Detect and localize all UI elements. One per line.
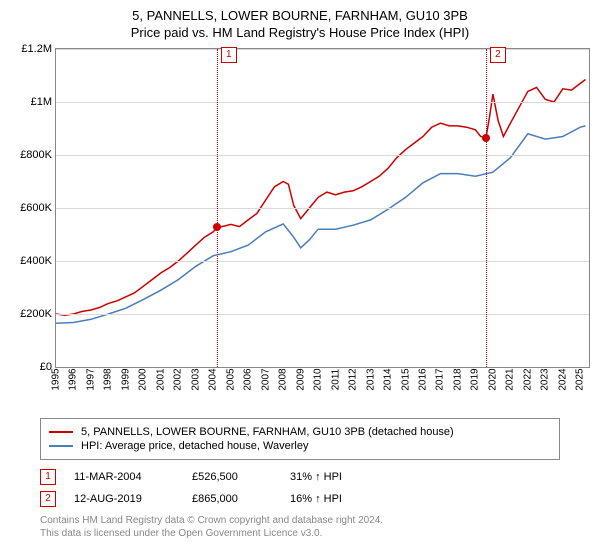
reference-badge: 1 xyxy=(221,47,237,63)
gridline-h xyxy=(56,102,589,103)
events-table: 1 11-MAR-2004 £526,500 31% ↑ HPI 2 12-AUG-201… xyxy=(40,466,560,510)
y-tick-label: £800K xyxy=(12,149,52,161)
x-tick-label: 2024 xyxy=(557,365,568,395)
reference-badge: 2 xyxy=(490,47,506,63)
x-tick-label: 2012 xyxy=(348,365,359,395)
title-line-2: Price paid vs. HM Land Registry's House … xyxy=(0,23,600,48)
legend-item: 5, PANNELLS, LOWER BOURNE, FARNHAM, GU10… xyxy=(49,425,551,439)
event-pct: 16% ↑ HPI xyxy=(290,493,380,505)
x-tick-label: 2010 xyxy=(313,365,324,395)
x-tick-label: 2011 xyxy=(330,365,341,395)
series-line-property xyxy=(56,80,586,316)
x-tick-label: 2003 xyxy=(190,365,201,395)
x-tick-label: 2007 xyxy=(260,365,271,395)
event-price: £526,500 xyxy=(192,471,272,483)
y-tick-label: £200K xyxy=(12,308,52,320)
event-row: 1 11-MAR-2004 £526,500 31% ↑ HPI xyxy=(40,466,560,488)
x-tick-label: 2019 xyxy=(470,365,481,395)
chart-area: £0£200K£400K£600K£800K£1M£1.2M1995199619… xyxy=(40,48,590,388)
x-tick-label: 2018 xyxy=(452,365,463,395)
x-tick-label: 2006 xyxy=(243,365,254,395)
x-tick-label: 2015 xyxy=(400,365,411,395)
reference-line xyxy=(217,49,218,367)
x-tick-label: 1996 xyxy=(68,365,79,395)
event-date: 12-AUG-2019 xyxy=(74,493,174,505)
event-pct: 31% ↑ HPI xyxy=(290,471,380,483)
x-tick-label: 1995 xyxy=(51,365,62,395)
gridline-h xyxy=(56,49,589,50)
plot-region: £0£200K£400K£600K£800K£1M£1.2M1995199619… xyxy=(55,48,590,368)
x-tick-label: 2016 xyxy=(417,365,428,395)
x-tick-label: 2004 xyxy=(208,365,219,395)
event-marker xyxy=(213,223,221,231)
x-tick-label: 2022 xyxy=(522,365,533,395)
x-tick-label: 2005 xyxy=(225,365,236,395)
x-tick-label: 1999 xyxy=(120,365,131,395)
x-tick-label: 2020 xyxy=(487,365,498,395)
y-tick-label: £0 xyxy=(12,361,52,373)
gridline-h xyxy=(56,314,589,315)
title-line-1: 5, PANNELLS, LOWER BOURNE, FARNHAM, GU10… xyxy=(0,0,600,23)
x-tick-label: 2014 xyxy=(383,365,394,395)
x-tick-label: 2025 xyxy=(575,365,586,395)
x-tick-label: 2008 xyxy=(278,365,289,395)
event-price: £865,000 xyxy=(192,493,272,505)
legend-label: HPI: Average price, detached house, Wave… xyxy=(81,440,308,452)
event-badge: 2 xyxy=(40,491,56,507)
event-marker xyxy=(482,134,490,142)
footer-line-1: Contains HM Land Registry data © Crown c… xyxy=(40,514,560,527)
x-tick-label: 2002 xyxy=(173,365,184,395)
x-tick-label: 2017 xyxy=(435,365,446,395)
legend-label: 5, PANNELLS, LOWER BOURNE, FARNHAM, GU10… xyxy=(81,426,454,438)
y-tick-label: £1M xyxy=(12,96,52,108)
reference-line xyxy=(486,49,487,367)
event-row: 2 12-AUG-2019 £865,000 16% ↑ HPI xyxy=(40,488,560,510)
gridline-h xyxy=(56,208,589,209)
gridline-h xyxy=(56,261,589,262)
x-tick-label: 2013 xyxy=(365,365,376,395)
y-tick-label: £600K xyxy=(12,202,52,214)
x-tick-label: 2021 xyxy=(505,365,516,395)
x-tick-label: 2000 xyxy=(138,365,149,395)
footer: Contains HM Land Registry data © Crown c… xyxy=(40,514,560,540)
y-tick-label: £400K xyxy=(12,255,52,267)
legend-item: HPI: Average price, detached house, Wave… xyxy=(49,439,551,453)
x-tick-label: 2001 xyxy=(155,365,166,395)
y-tick-label: £1.2M xyxy=(12,43,52,55)
gridline-h xyxy=(56,155,589,156)
x-tick-label: 1998 xyxy=(103,365,114,395)
event-date: 11-MAR-2004 xyxy=(74,471,174,483)
legend-swatch xyxy=(49,431,73,433)
event-badge: 1 xyxy=(40,469,56,485)
legend-swatch xyxy=(49,445,73,447)
footer-line-2: This data is licensed under the Open Gov… xyxy=(40,527,560,540)
x-tick-label: 1997 xyxy=(85,365,96,395)
x-tick-label: 2023 xyxy=(540,365,551,395)
x-tick-label: 2009 xyxy=(295,365,306,395)
legend: 5, PANNELLS, LOWER BOURNE, FARNHAM, GU10… xyxy=(40,418,560,460)
